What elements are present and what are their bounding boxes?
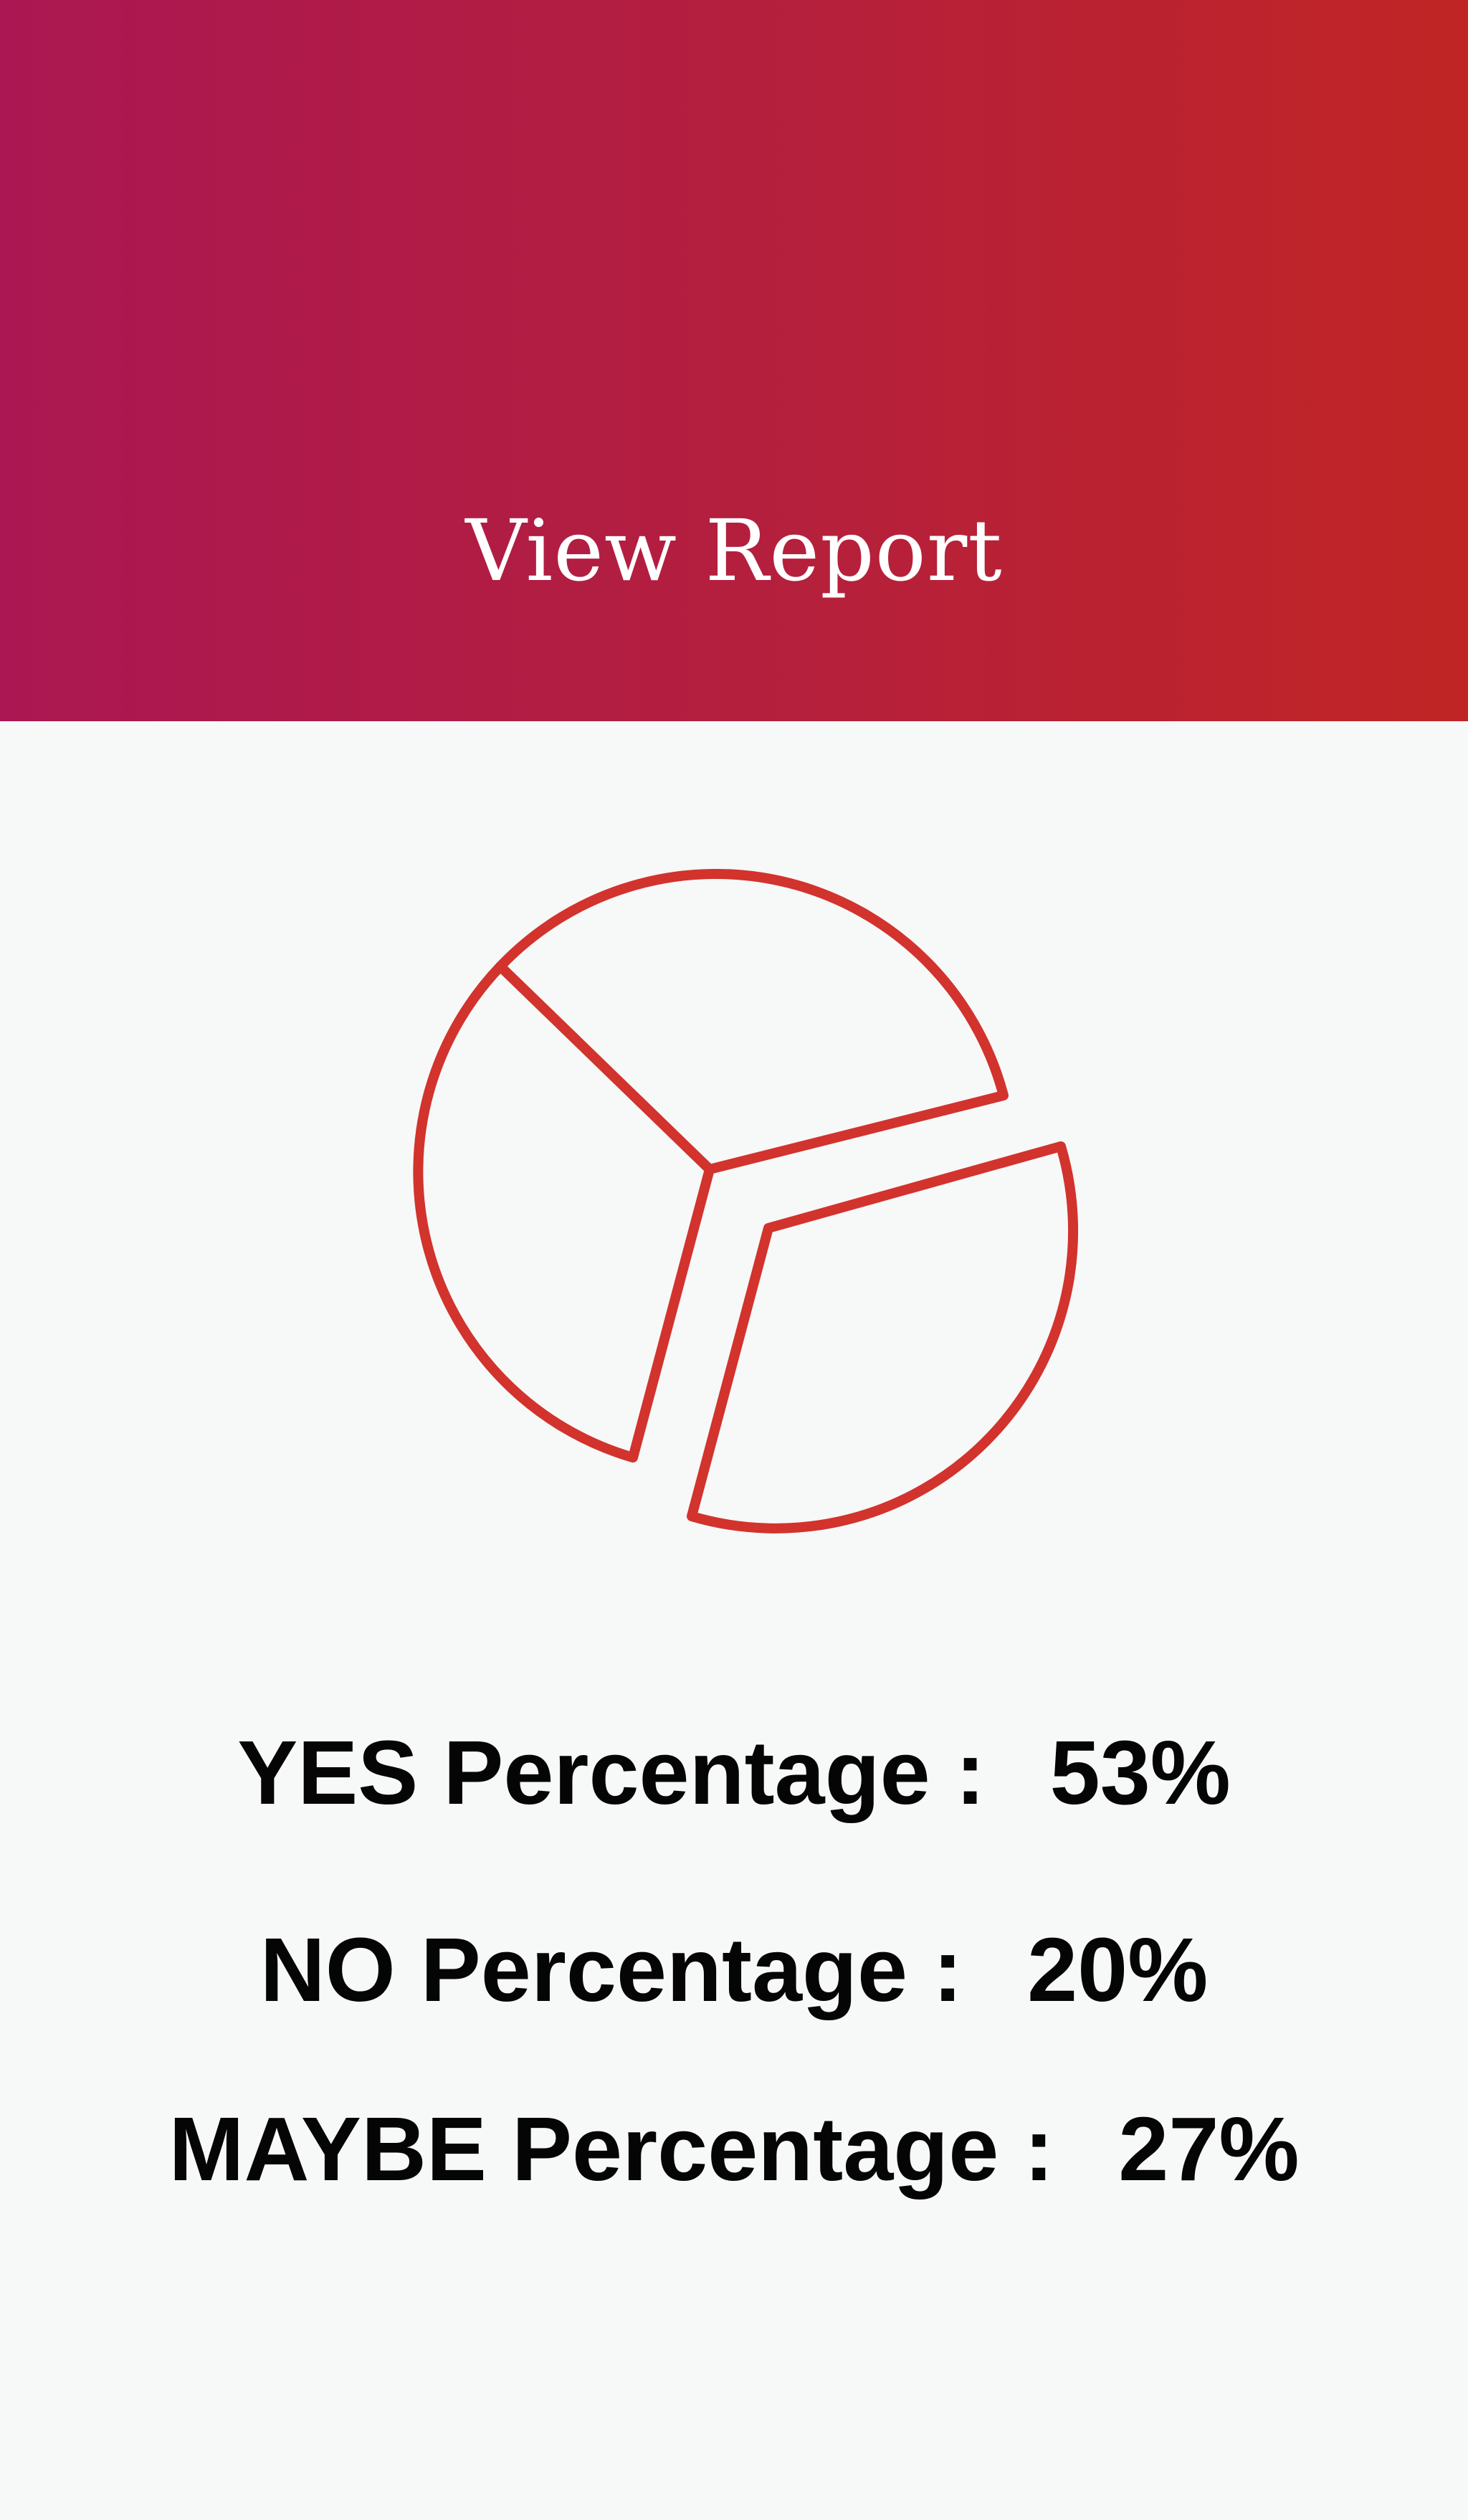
page-title: View Report — [465, 501, 1003, 600]
yes-percentage-row: YES Percentage : 53% — [0, 1719, 1468, 1827]
no-percentage-value: 20% — [1027, 1919, 1209, 2020]
no-percentage-label: NO Percentage : — [259, 1919, 963, 2020]
maybe-percentage-row: MAYBE Percentage : 27% — [0, 2096, 1468, 2203]
maybe-percentage-label: MAYBE Percentage : — [168, 2098, 1054, 2200]
yes-percentage-value: 53% — [1049, 1722, 1231, 1823]
no-percentage-row: NO Percentage : 20% — [0, 1916, 1468, 2024]
maybe-percentage-value: 27% — [1118, 2098, 1300, 2200]
app-header: View Report — [0, 0, 1468, 721]
yes-percentage-label: YES Percentage : — [237, 1722, 986, 1823]
pie-chart-icon — [413, 868, 1079, 1534]
